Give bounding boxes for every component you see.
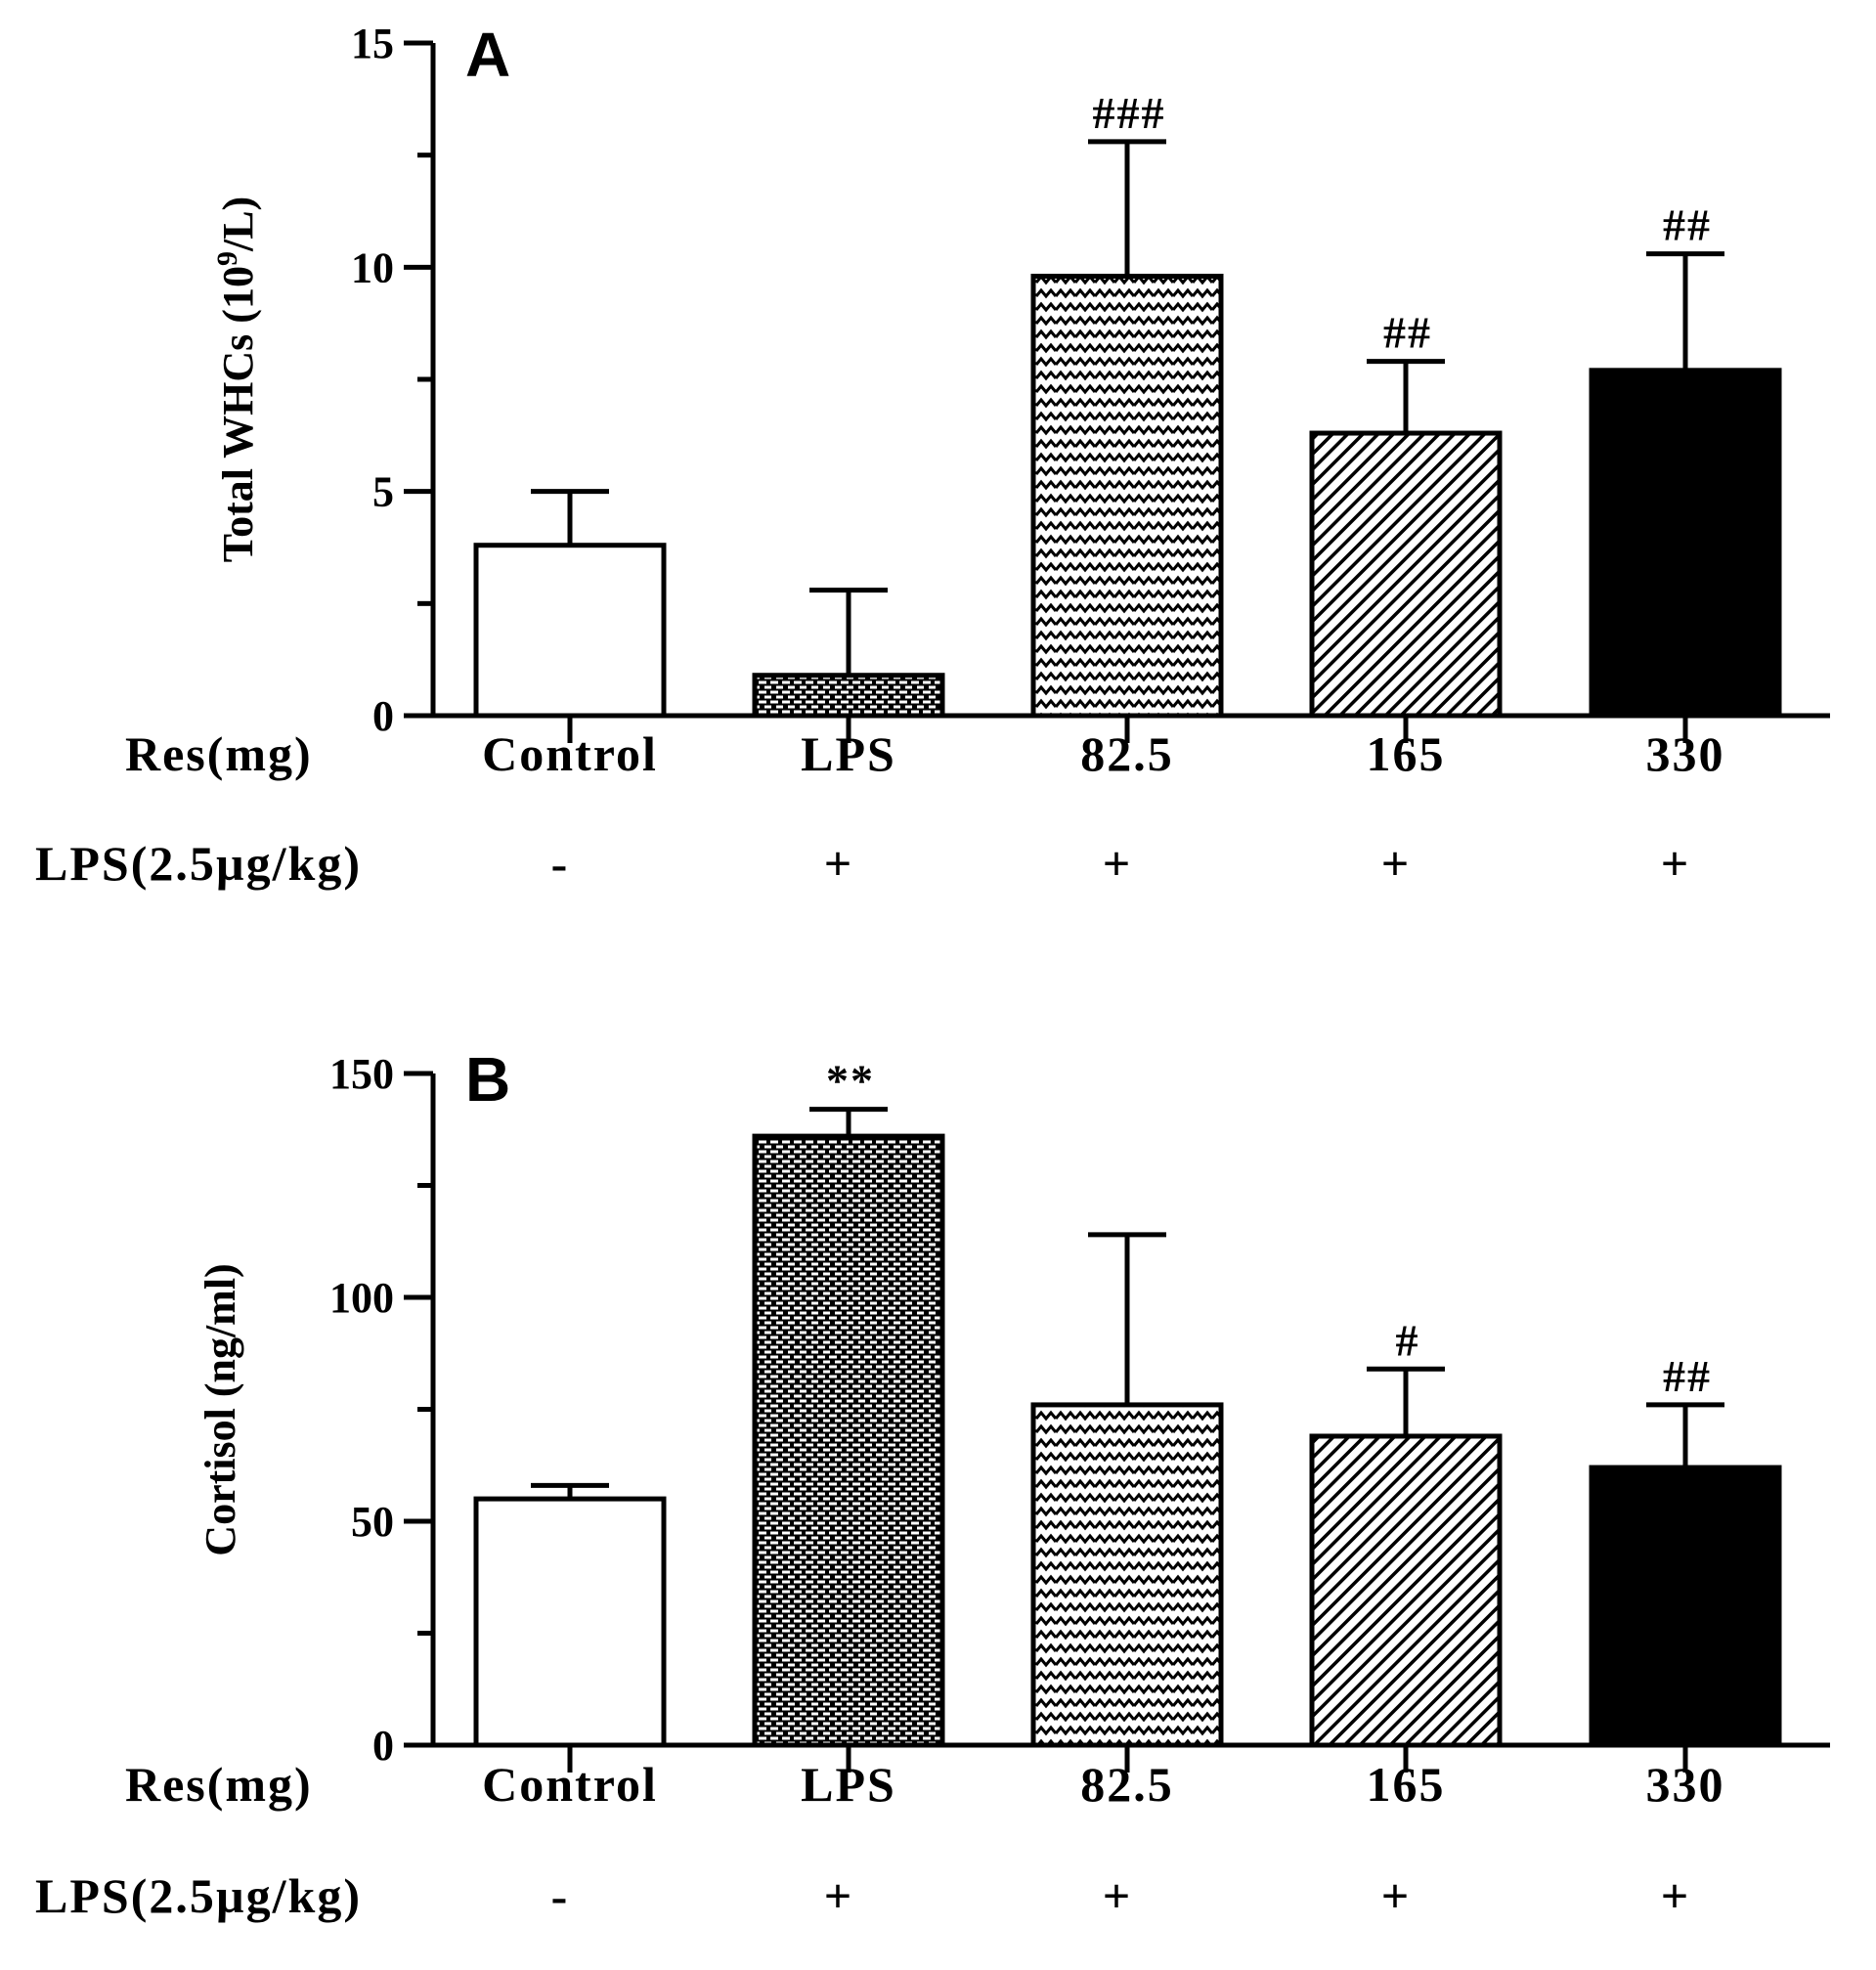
category-label: LPS <box>801 1757 896 1812</box>
significance-annotation: # <box>1396 1315 1420 1365</box>
y-tick-label: 5 <box>372 468 394 516</box>
bar <box>1309 1433 1503 1748</box>
lps-sign: + <box>1103 1868 1133 1923</box>
significance-annotation: ** <box>826 1056 875 1106</box>
y-axis-label-text: Cortisol (ng/ml) <box>196 1263 244 1555</box>
y-tick-label: 15 <box>351 20 394 67</box>
lps-sign: + <box>1661 836 1691 891</box>
lps-sign: + <box>824 836 854 891</box>
panel-letter: B <box>465 1044 510 1115</box>
y-axis-label: Total WHCs (109/L) <box>211 197 262 562</box>
category-label: 165 <box>1367 726 1446 781</box>
category-label: Control <box>482 726 658 781</box>
lps-row-label: LPS(2.5µg/kg) <box>35 1868 362 1923</box>
lps-sign: - <box>551 1868 570 1923</box>
y-tick-label: 0 <box>372 692 394 740</box>
category-label: LPS <box>801 726 896 781</box>
category-label: 330 <box>1646 726 1725 781</box>
panel-b-chart: B 0 50 100 150 Cortisol (ng/ml) Res(mg) LPS(2.5… <box>35 1044 1830 1923</box>
y-axis-label-text: Total WHCs (10 <box>214 266 262 562</box>
res-row-label: Res(mg) <box>125 1757 313 1812</box>
bar <box>1309 430 1503 719</box>
y-axis-label-tail: /L) <box>214 197 262 252</box>
significance-annotation: ## <box>1663 200 1712 250</box>
lps-sign: + <box>1103 836 1133 891</box>
significance-annotation: ## <box>1383 308 1432 358</box>
panel-letter: A <box>465 20 510 90</box>
significance-annotation: ## <box>1663 1351 1712 1401</box>
lps-sign: + <box>1661 1868 1691 1923</box>
res-row-label: Res(mg) <box>125 726 313 781</box>
lps-sign: + <box>824 1868 854 1923</box>
category-label: Control <box>482 1757 658 1812</box>
lps-row-label: LPS(2.5µg/kg) <box>35 836 362 891</box>
lps-sign: + <box>1381 1868 1412 1923</box>
y-axis-label: Cortisol (ng/ml) <box>196 1263 244 1555</box>
bar <box>752 1133 945 1748</box>
bar <box>473 543 667 719</box>
bar <box>473 1496 667 1748</box>
category-label: 165 <box>1367 1757 1446 1812</box>
y-tick-label: 10 <box>351 243 394 291</box>
category-label: 82.5 <box>1080 726 1174 781</box>
bar <box>752 673 945 719</box>
bar <box>1030 274 1224 719</box>
category-label: 330 <box>1646 1757 1725 1812</box>
panel-a-chart: A 0 5 10 15 Total WHCs (109/L) Res(mg) LPS(2.5µ… <box>35 20 1830 891</box>
category-label: 82.5 <box>1080 1757 1174 1812</box>
y-tick-label: 100 <box>329 1274 394 1322</box>
y-axis-label-superscript: 9 <box>211 251 243 266</box>
y-tick-label: 0 <box>372 1722 394 1770</box>
y-tick-label: 150 <box>329 1050 394 1098</box>
y-tick-label: 50 <box>351 1498 394 1546</box>
bar <box>1589 368 1782 719</box>
bar <box>1589 1465 1782 1748</box>
significance-annotation: ### <box>1093 88 1166 138</box>
lps-sign: - <box>551 836 570 891</box>
lps-sign: + <box>1381 836 1412 891</box>
bar <box>1030 1402 1224 1748</box>
